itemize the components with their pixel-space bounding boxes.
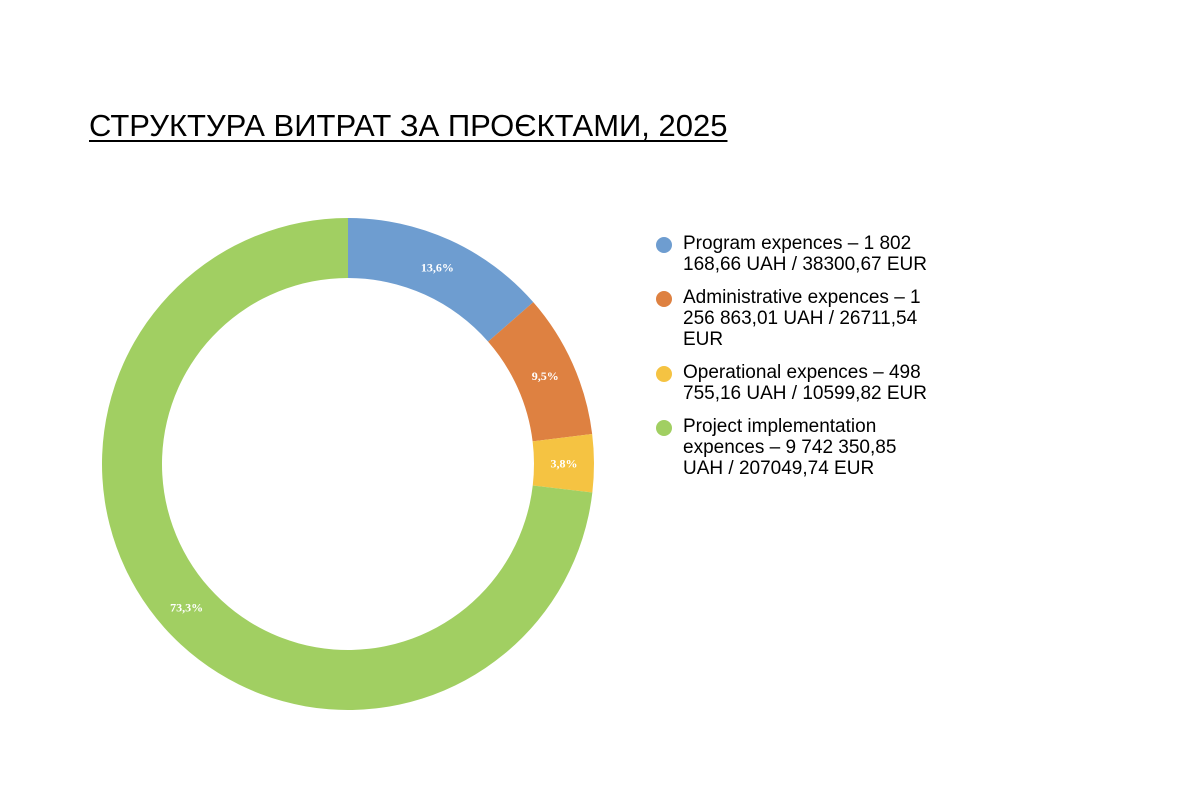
donut-slice-labels: 13,6% 9,5% 3,8% 73,3% (170, 260, 577, 614)
legend-label: Administrative expences – 1 256 863,01 U… (683, 287, 921, 350)
legend-item: Administrative expences – 1 256 863,01 U… (656, 287, 956, 350)
donut-slice-1 (348, 218, 534, 342)
legend-item: Project implementation expences – 9 742 … (656, 416, 956, 479)
legend-label: Operational expences – 498 755,16 UAH / … (683, 362, 927, 404)
slice-percent-label: 13,6% (421, 260, 454, 274)
legend-item: Operational expences – 498 755,16 UAH / … (656, 362, 956, 404)
legend-marker (656, 366, 672, 382)
legend-label: Program expences – 1 802 168,66 UAH / 38… (683, 233, 927, 275)
chart-title: СТРУКТУРА ВИТРАТ ЗА ПРОЄКТАМИ, 2025 (89, 108, 728, 143)
legend-marker (656, 420, 672, 436)
donut-slice-3 (532, 433, 594, 493)
chart-legend: Program expences – 1 802 168,66 UAH / 38… (656, 233, 956, 491)
slice-percent-label: 73,3% (170, 601, 203, 615)
slice-percent-label: 9,5% (532, 369, 559, 383)
slice-percent-label: 3,8% (550, 456, 577, 470)
legend-marker (656, 237, 672, 253)
legend-item: Program expences – 1 802 168,66 UAH / 38… (656, 233, 956, 275)
donut-slice-2 (488, 302, 593, 442)
legend-marker (656, 291, 672, 307)
legend-label: Project implementation expences – 9 742 … (683, 416, 897, 479)
donut-slices (101, 218, 594, 710)
